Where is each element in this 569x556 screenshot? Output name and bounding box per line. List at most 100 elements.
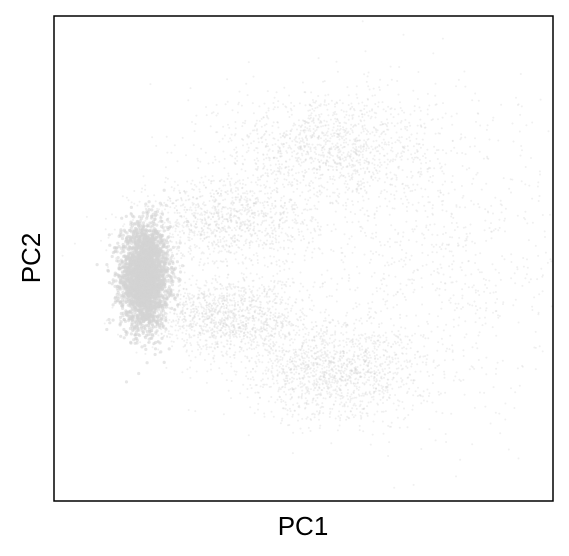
scatter-point bbox=[226, 218, 229, 221]
scatter-point bbox=[197, 167, 200, 169]
scatter-point bbox=[244, 230, 247, 233]
scatter-point bbox=[163, 293, 167, 297]
scatter-point bbox=[306, 228, 309, 231]
scatter-point bbox=[250, 259, 253, 262]
scatter-point bbox=[170, 225, 172, 228]
scatter-point bbox=[265, 157, 268, 160]
scatter-point bbox=[333, 179, 336, 181]
scatter-point bbox=[298, 233, 300, 236]
scatter-point bbox=[334, 105, 336, 108]
scatter-point bbox=[319, 193, 322, 196]
scatter-point bbox=[342, 110, 345, 113]
scatter-point bbox=[320, 191, 323, 194]
scatter-point bbox=[141, 187, 144, 190]
scatter-point bbox=[280, 196, 283, 199]
scatter-point bbox=[220, 230, 223, 233]
scatter-point bbox=[299, 222, 302, 225]
scatter-point bbox=[149, 253, 153, 257]
scatter-point bbox=[178, 230, 181, 233]
scatter-point bbox=[208, 200, 211, 202]
scatter-point bbox=[289, 133, 292, 136]
scatter-point bbox=[246, 208, 248, 211]
scatter-point bbox=[257, 223, 259, 226]
scatter-point bbox=[304, 208, 307, 211]
scatter-point bbox=[196, 157, 199, 160]
scatter-point bbox=[218, 235, 221, 238]
scatter-point bbox=[423, 204, 426, 207]
scatter-point bbox=[261, 221, 264, 224]
scatter-point bbox=[174, 230, 177, 233]
scatter-point bbox=[285, 216, 288, 218]
scatter-point bbox=[356, 96, 359, 99]
scatter-point bbox=[156, 250, 160, 254]
scatter-point bbox=[290, 130, 293, 133]
scatter-point bbox=[269, 210, 272, 213]
scatter-point bbox=[141, 211, 145, 215]
scatter-point bbox=[216, 222, 219, 225]
scatter-point bbox=[195, 197, 198, 200]
scatter-point bbox=[411, 174, 414, 177]
scatter-point bbox=[114, 279, 118, 283]
scatter-point bbox=[255, 122, 258, 125]
scatter-point bbox=[127, 199, 130, 202]
scatter-point bbox=[221, 226, 224, 229]
scatter-point bbox=[313, 247, 316, 250]
scatter-point bbox=[268, 197, 271, 200]
scatter-point bbox=[194, 206, 197, 209]
scatter-point bbox=[298, 102, 301, 105]
scatter-point bbox=[400, 128, 403, 131]
scatter-point bbox=[365, 133, 368, 136]
scatter-point bbox=[206, 235, 209, 238]
scatter-point bbox=[224, 184, 227, 187]
scatter-point bbox=[361, 195, 364, 198]
scatter-point bbox=[303, 91, 306, 94]
scatter-point bbox=[273, 182, 276, 185]
scatter-point bbox=[222, 125, 225, 128]
scatter-point bbox=[178, 223, 181, 226]
scatter-point bbox=[217, 203, 220, 206]
scatter-point bbox=[203, 262, 206, 265]
scatter-point bbox=[129, 220, 133, 224]
scatter-point bbox=[162, 223, 165, 226]
scatter-point bbox=[309, 130, 312, 132]
scatter-point bbox=[191, 179, 194, 182]
scatter-point bbox=[335, 113, 338, 116]
scatter-point bbox=[221, 216, 224, 219]
scatter-point bbox=[158, 298, 162, 302]
scatter-point bbox=[168, 260, 171, 263]
scatter-point bbox=[123, 276, 127, 280]
scatter-point bbox=[115, 299, 119, 303]
scatter-point bbox=[222, 246, 225, 249]
scatter-point bbox=[150, 224, 153, 227]
scatter-point bbox=[159, 350, 163, 354]
scatter-point bbox=[387, 141, 390, 144]
scatter-point bbox=[148, 280, 152, 284]
scatter-point bbox=[227, 172, 230, 175]
scatter-point bbox=[148, 332, 152, 336]
scatter-point bbox=[171, 270, 175, 274]
scatter-point bbox=[224, 248, 227, 251]
scatter-point bbox=[250, 181, 253, 184]
scatter-point bbox=[316, 221, 319, 224]
scatter-point bbox=[248, 257, 251, 260]
scatter-point bbox=[412, 230, 415, 233]
scatter-point bbox=[204, 204, 207, 207]
scatter-point bbox=[222, 244, 225, 247]
scatter-point bbox=[281, 206, 284, 209]
scatter-point bbox=[243, 192, 246, 195]
scatter-point bbox=[310, 220, 313, 223]
scatter-point bbox=[151, 231, 153, 234]
scatter-point bbox=[245, 190, 248, 193]
scatter-point bbox=[367, 85, 370, 88]
scatter-point bbox=[351, 105, 354, 108]
scatter-point bbox=[307, 242, 310, 245]
scatter-point bbox=[338, 192, 341, 195]
scatter-point bbox=[118, 315, 123, 319]
scatter-point bbox=[131, 261, 135, 265]
scatter-point bbox=[246, 192, 249, 195]
scatter-point bbox=[164, 181, 167, 184]
scatter-point bbox=[288, 116, 291, 118]
scatter-point bbox=[216, 192, 219, 195]
scatter-point bbox=[166, 199, 169, 202]
scatter-point bbox=[281, 221, 284, 224]
